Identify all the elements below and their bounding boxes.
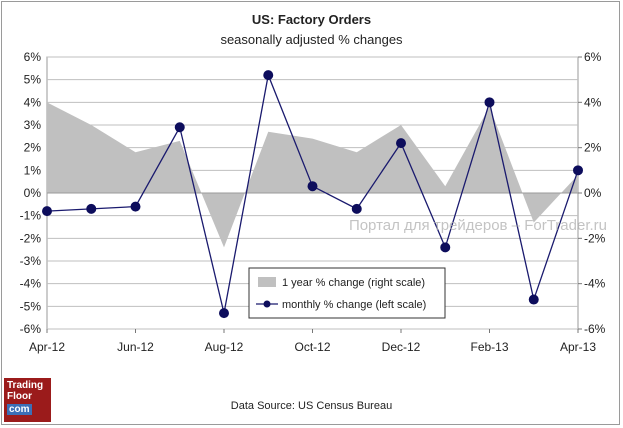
logo-line-2: Floor	[7, 391, 32, 402]
x-tick-label: Apr-13	[560, 340, 596, 354]
logo-line-1: Trading	[7, 380, 44, 391]
tradingfloor-logo: Trading Floor com	[4, 378, 51, 422]
left-tick-label: 0%	[24, 186, 42, 200]
left-tick-label: 4%	[24, 95, 42, 109]
legend-label-area: 1 year % change (right scale)	[282, 277, 425, 289]
legend-swatch-area	[258, 277, 276, 287]
x-tick-label: Aug-12	[205, 340, 244, 354]
left-tick-label: 1%	[24, 163, 42, 177]
data-point-monthly	[307, 181, 318, 192]
chart-title: US: Factory Orders	[251, 12, 372, 27]
data-point-monthly	[440, 242, 451, 253]
data-point-monthly	[219, 308, 229, 319]
logo-line-3: com	[7, 404, 32, 415]
data-point-monthly	[86, 203, 97, 214]
left-tick-label: -4%	[20, 277, 42, 291]
data-point-monthly	[42, 206, 52, 217]
legend-box	[248, 267, 446, 319]
left-tick-label: 5%	[24, 73, 42, 87]
x-tick-label: Apr-12	[29, 340, 65, 354]
right-tick-label: -2%	[584, 231, 606, 245]
left-tick-label: -2%	[20, 231, 42, 245]
left-tick-label: -3%	[20, 254, 42, 268]
data-point-monthly	[484, 97, 495, 108]
x-tick-label: Dec-12	[382, 340, 421, 354]
right-tick-label: 6%	[584, 50, 602, 64]
right-tick-label: -6%	[584, 322, 606, 336]
data-point-monthly	[528, 294, 539, 305]
x-tick-label: Oct-12	[294, 340, 330, 354]
legend-swatch-marker	[263, 300, 271, 308]
data-point-monthly	[174, 122, 185, 133]
legend-label-line: monthly % change (left scale)	[282, 299, 426, 311]
watermark-text: Портал для трейдеров – ForTrader.ru	[349, 217, 607, 234]
left-tick-label: 3%	[24, 118, 42, 132]
data-point-monthly	[396, 138, 406, 149]
area-series-yearly-change	[47, 102, 578, 248]
right-tick-label: 0%	[584, 186, 602, 200]
right-tick-label: 2%	[584, 141, 602, 155]
right-tick-label: -4%	[584, 277, 606, 291]
left-tick-label: -1%	[20, 209, 42, 223]
x-tick-label: Jun-12	[117, 340, 154, 354]
left-tick-label: 6%	[24, 50, 42, 64]
right-tick-label: 4%	[584, 95, 602, 109]
left-tick-label: 2%	[24, 141, 42, 155]
data-point-monthly	[351, 203, 362, 214]
chart-subtitle: seasonally adjusted % changes	[220, 32, 403, 47]
left-tick-label: -5%	[20, 299, 42, 313]
data-point-monthly	[263, 70, 274, 81]
data-source: Data Source: US Census Bureau	[230, 400, 393, 412]
data-point-monthly	[130, 201, 141, 212]
left-tick-label: -6%	[20, 322, 42, 336]
x-tick-label: Feb-13	[470, 340, 508, 354]
data-point-monthly	[573, 165, 583, 176]
